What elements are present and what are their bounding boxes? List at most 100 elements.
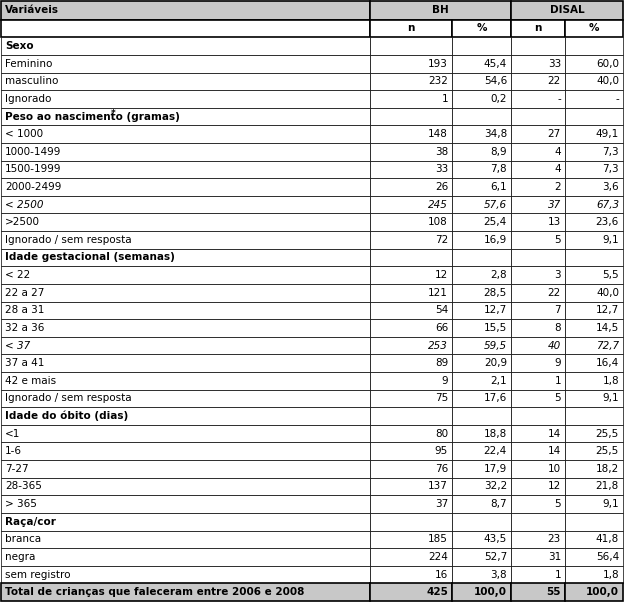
Text: 7,8: 7,8 [490, 164, 507, 175]
Text: 6,1: 6,1 [490, 182, 507, 192]
Bar [452, 460, 511, 477]
Text: 0,2: 0,2 [490, 94, 507, 104]
Text: 95: 95 [435, 446, 448, 456]
Text: 33: 33 [435, 164, 448, 175]
Text: 55: 55 [547, 587, 561, 597]
Bar [370, 389, 452, 407]
Text: 34,8: 34,8 [484, 129, 507, 139]
Text: 40,0: 40,0 [596, 76, 619, 86]
Bar [370, 178, 452, 196]
Text: 2000-2499: 2000-2499 [5, 182, 61, 192]
Bar [1, 125, 370, 143]
Bar [565, 231, 623, 249]
Text: n: n [407, 23, 415, 34]
Text: 28 a 31: 28 a 31 [5, 305, 44, 315]
Text: 41,8: 41,8 [596, 535, 619, 544]
Text: sem registro: sem registro [5, 569, 71, 580]
Text: 1500-1999: 1500-1999 [5, 164, 62, 175]
Bar [370, 231, 452, 249]
Bar [1, 266, 370, 284]
Bar [565, 90, 623, 108]
Text: Total de crianças que faleceram entre 2006 e 2008: Total de crianças que faleceram entre 20… [5, 587, 305, 597]
Text: Ignorado / sem resposta: Ignorado / sem resposta [5, 394, 132, 403]
Bar [1, 20, 370, 37]
Bar [1, 1, 370, 20]
Bar [565, 425, 623, 442]
Text: 16,9: 16,9 [484, 235, 507, 245]
Text: -: - [615, 94, 619, 104]
Text: branca: branca [5, 535, 41, 544]
Bar [452, 231, 511, 249]
Bar [511, 355, 565, 372]
Text: 56,4: 56,4 [596, 552, 619, 562]
Bar [565, 249, 623, 266]
Text: 2,8: 2,8 [490, 270, 507, 280]
Bar [1, 355, 370, 372]
Text: 245: 245 [428, 200, 448, 209]
Bar [565, 196, 623, 214]
Bar [511, 143, 565, 161]
Text: 2: 2 [554, 182, 561, 192]
Bar [370, 37, 452, 55]
Bar [370, 55, 452, 72]
Text: negra: negra [5, 552, 36, 562]
Text: 57,6: 57,6 [484, 200, 507, 209]
Text: Variáveis: Variáveis [5, 5, 59, 15]
Text: 224: 224 [428, 552, 448, 562]
Text: 232: 232 [428, 76, 448, 86]
Bar [370, 302, 452, 319]
Bar [565, 108, 623, 125]
Bar [511, 477, 565, 495]
Bar [1, 513, 370, 530]
Text: 108: 108 [428, 217, 448, 227]
Bar [511, 583, 565, 601]
Bar [511, 530, 565, 548]
Bar [565, 72, 623, 90]
Bar [452, 372, 511, 389]
Bar [1, 37, 370, 55]
Text: 16: 16 [435, 569, 448, 580]
Bar [370, 566, 452, 583]
Bar [1, 583, 370, 601]
Bar [565, 495, 623, 513]
Bar [1, 284, 370, 302]
Text: 21,8: 21,8 [596, 482, 619, 491]
Bar [565, 125, 623, 143]
Bar [370, 355, 452, 372]
Bar [452, 407, 511, 425]
Bar [1, 337, 370, 355]
Bar [370, 477, 452, 495]
Text: 16,4: 16,4 [596, 358, 619, 368]
Text: -: - [557, 94, 561, 104]
Bar [452, 319, 511, 337]
Bar [452, 302, 511, 319]
Text: 89: 89 [435, 358, 448, 368]
Bar [452, 284, 511, 302]
Text: 37: 37 [548, 200, 561, 209]
Bar [565, 355, 623, 372]
Text: 14,5: 14,5 [596, 323, 619, 333]
Text: 100,0: 100,0 [474, 587, 507, 597]
Bar [452, 442, 511, 460]
Text: %: % [589, 23, 599, 34]
Text: 7,3: 7,3 [602, 164, 619, 175]
Bar [452, 125, 511, 143]
Bar [1, 178, 370, 196]
Bar [452, 249, 511, 266]
Bar [565, 266, 623, 284]
Bar [370, 72, 452, 90]
Bar [511, 319, 565, 337]
Bar [511, 72, 565, 90]
Bar [1, 389, 370, 407]
Bar [511, 108, 565, 125]
Bar [511, 460, 565, 477]
Bar [1, 407, 370, 425]
Text: 17,9: 17,9 [484, 464, 507, 474]
Bar [511, 372, 565, 389]
Bar [370, 495, 452, 513]
Bar [370, 460, 452, 477]
Bar [370, 20, 452, 37]
Bar [452, 178, 511, 196]
Text: 3,8: 3,8 [490, 569, 507, 580]
Bar [511, 214, 565, 231]
